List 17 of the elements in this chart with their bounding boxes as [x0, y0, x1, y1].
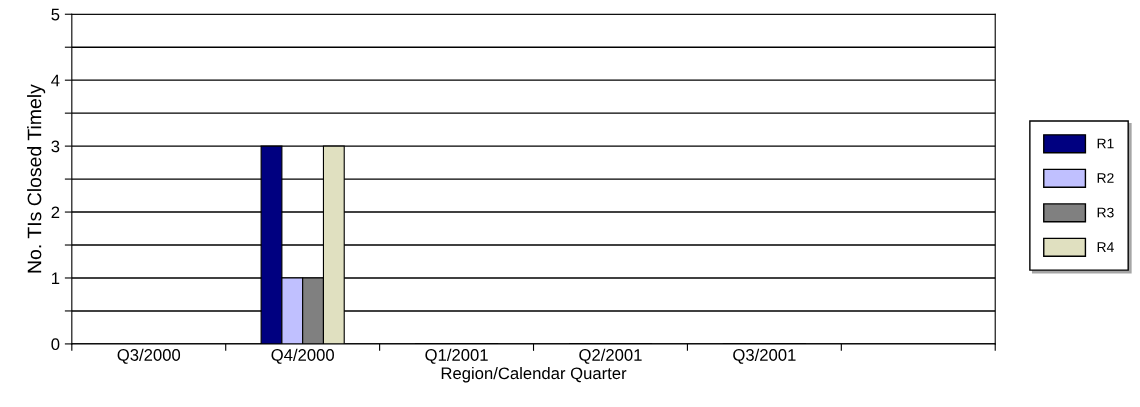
x-tick-label: Q3/2001 [733, 348, 796, 364]
legend-label: R2 [1097, 173, 1114, 183]
y-tick-label: 0 [51, 338, 60, 351]
y-tick-label: 2 [51, 206, 60, 219]
x-axis-title: Region/Calendar Quarter [441, 366, 627, 383]
y-tick-label: 4 [51, 74, 60, 87]
x-tick-label: Q2/2001 [579, 348, 642, 364]
x-tick-label: Q4/2000 [271, 348, 334, 364]
x-tick-label: Q3/2000 [117, 348, 181, 364]
x-tick-label: Q1/2001 [425, 348, 488, 364]
y-tick-label: 5 [51, 8, 60, 21]
legend-label: R3 [1097, 207, 1114, 218]
y-tick-label: 1 [52, 272, 60, 285]
legend-label: R4 [1097, 242, 1114, 252]
y-axis-title: No. TIs Closed Timely [27, 84, 46, 273]
y-tick-label: 3 [51, 140, 60, 153]
legend-label: R1 [1097, 138, 1114, 149]
